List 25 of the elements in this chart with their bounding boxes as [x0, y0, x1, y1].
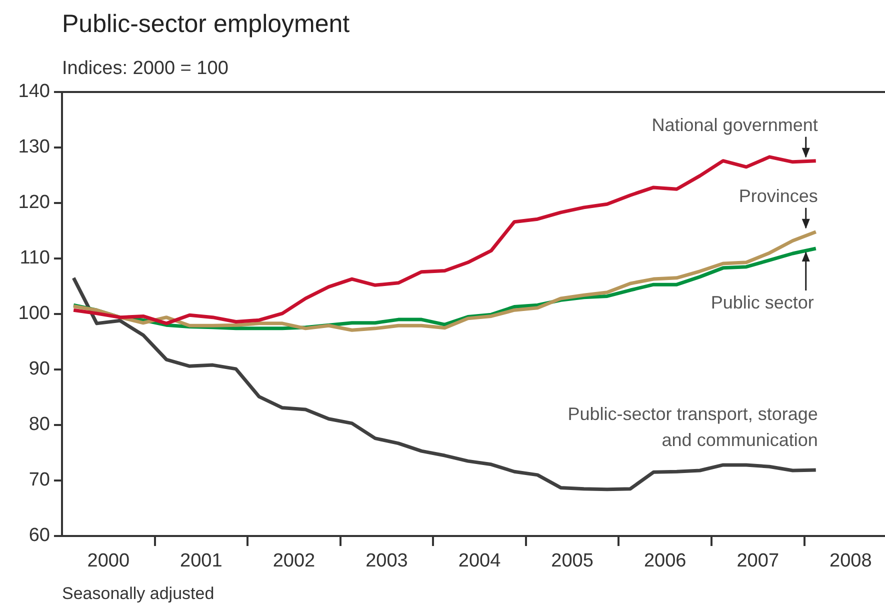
- x-tick-label: 2007: [736, 550, 780, 572]
- chart-title: Public-sector employment: [62, 10, 350, 39]
- y-tick-label: 130: [18, 136, 50, 158]
- y-tick-label: 110: [20, 248, 50, 269]
- x-tick-label: 2006: [644, 550, 686, 572]
- series-label: Public sector: [710, 292, 814, 313]
- series-label: Public-sector transport, storage and communication: [568, 404, 818, 450]
- x-tick-label: 2004: [458, 550, 502, 572]
- y-tick-label: 70: [28, 470, 50, 491]
- x-tick-label: 2002: [272, 550, 316, 572]
- x-tick-label: 2001: [180, 550, 222, 572]
- y-tick-label: 120: [18, 192, 50, 214]
- text: Seasonally adjusted: [62, 584, 214, 604]
- series-label: Provinces: [738, 186, 818, 206]
- x-tick-label: 2003: [366, 550, 408, 572]
- series-label: National government: [652, 114, 818, 135]
- x-tick-label: 2000: [87, 550, 130, 572]
- y-tick-label: 80: [28, 414, 50, 436]
- y-tick-label: 60: [28, 525, 50, 546]
- y-tick-label: 100: [18, 303, 50, 324]
- chart-subtitle: Indices: 2000 = 100: [62, 58, 228, 80]
- y-tick-label: 90: [28, 358, 50, 380]
- x-tick-label: 2008: [830, 550, 872, 572]
- y-tick-label: 140: [18, 81, 50, 102]
- x-tick-label: 2005: [551, 550, 594, 572]
